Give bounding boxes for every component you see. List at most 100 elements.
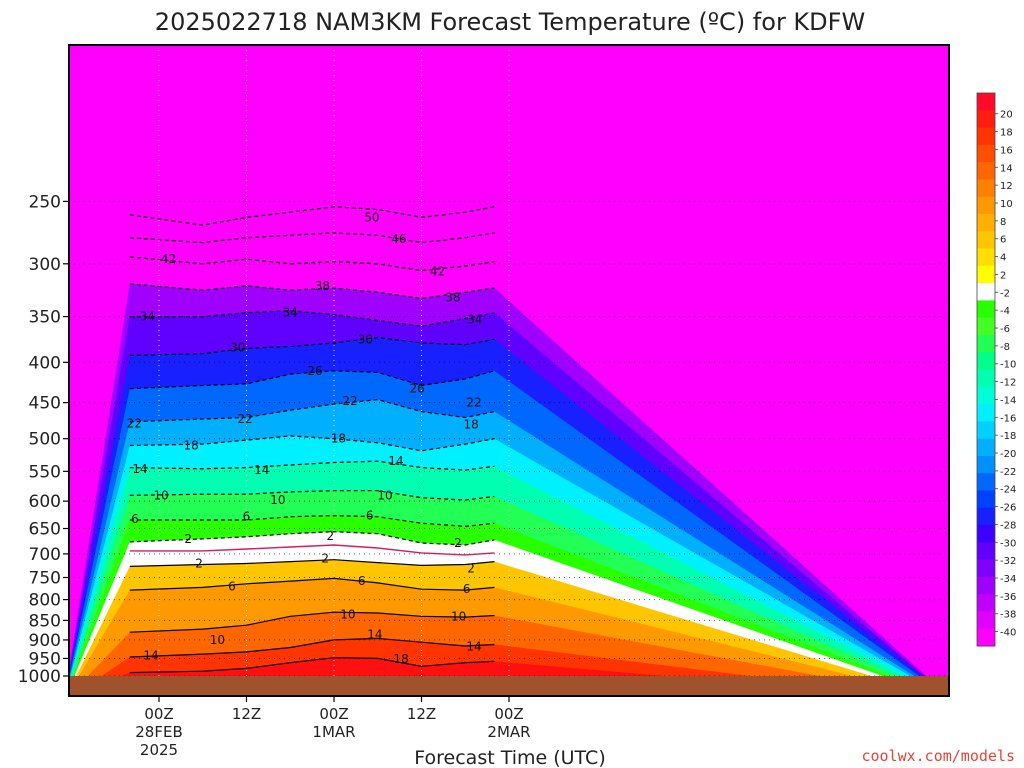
isotherm-line — [129, 490, 495, 501]
pressure-axis: 2503003504004505005506006507007508008509… — [18, 192, 69, 687]
colorbar-swatch — [977, 628, 995, 647]
y-tick-label: 850 — [29, 611, 61, 631]
isotherm-label: 34 — [467, 313, 482, 327]
isotherm-line — [129, 531, 495, 546]
isotherm-label: 10 — [340, 608, 355, 622]
y-tick-label: 800 — [29, 591, 61, 611]
colorbar-swatch — [977, 300, 995, 319]
y-tick-label: 750 — [29, 569, 61, 589]
colorbar-label: -32 — [1000, 556, 1016, 567]
colorbar-swatch — [977, 507, 995, 526]
colorbar-swatch — [977, 611, 995, 630]
temperature-bands — [69, 206, 949, 696]
colorbar-label: -12 — [1000, 378, 1016, 389]
isotherm-label: 26 — [307, 364, 322, 378]
isotherm-label: 2 — [327, 529, 335, 543]
colorbar-label: -2 — [1000, 288, 1010, 299]
colorbar-swatch — [977, 594, 995, 612]
colorbar-label: 2 — [1000, 270, 1006, 281]
x-tick-label: 12Z — [232, 705, 261, 723]
isotherm-label: 14 — [254, 463, 269, 477]
isotherm-label: 10 — [451, 609, 466, 623]
isotherm-label: 18 — [393, 652, 408, 666]
isotherm-label: 34 — [140, 310, 155, 324]
isotherm-label: 18 — [331, 432, 346, 446]
isotherm-line — [129, 283, 495, 300]
isotherm-label: 14 — [367, 628, 382, 642]
isotherm-label: 10 — [210, 633, 225, 647]
colorbar-label: -26 — [1000, 503, 1016, 514]
isotherm-label: 22 — [127, 416, 142, 430]
colorbar-swatch — [977, 352, 995, 370]
isotherm-label: 22 — [237, 412, 252, 426]
colorbar-label: -24 — [1000, 485, 1016, 496]
y-tick-label: 500 — [29, 430, 61, 450]
colorbar-swatch — [977, 455, 995, 474]
colorbar-label: 16 — [1000, 145, 1013, 156]
isotherm-line — [129, 206, 495, 226]
isotherm-label: 14 — [143, 649, 158, 663]
colorbar-label: -34 — [1000, 574, 1016, 585]
y-tick-label: 250 — [29, 192, 61, 212]
colorbar-swatch — [977, 283, 995, 301]
isotherm-label: 6 — [243, 510, 251, 524]
isotherm-label: 10 — [154, 488, 169, 502]
ground-below-surface — [69, 676, 949, 696]
colorbar-label: -4 — [1000, 306, 1010, 317]
isotherm-label: 2 — [195, 557, 203, 571]
isotherm-label: 38 — [445, 290, 460, 304]
colorbar-label: 4 — [1000, 253, 1006, 264]
colorbar: 20 18 16 14 12 10 8 6 4 2 -2 -4 -6 -8 -10 -12 -14 -16 -18 -… — [976, 92, 1016, 647]
colorbar-swatch — [977, 386, 995, 405]
isotherm-label: 2 — [454, 536, 462, 550]
colorbar-swatch — [977, 369, 995, 388]
x-tick-label: 2MAR — [487, 723, 530, 741]
colorbar-label: -22 — [1000, 467, 1016, 478]
colorbar-swatch — [977, 144, 995, 163]
colorbar-swatch — [977, 404, 995, 422]
isotherm-line — [129, 398, 495, 423]
colorbar-swatch — [977, 334, 995, 353]
colorbar-swatch — [977, 196, 995, 215]
isotherm-label: 6 — [131, 512, 139, 526]
chart-title: 2025022718 NAM3KM Forecast Temperature (… — [155, 8, 865, 36]
colorbar-swatch — [977, 179, 995, 198]
colorbar-label: -40 — [1000, 628, 1016, 639]
isotherm-line — [129, 657, 495, 674]
colorbar-swatch — [977, 162, 995, 180]
isotherm-label: 34 — [283, 306, 298, 320]
x-tick-label: 00Z — [494, 705, 523, 723]
isotherm-label: 6 — [358, 574, 366, 588]
isotherm-label: 6 — [366, 509, 374, 523]
y-tick-label: 950 — [29, 649, 61, 669]
isotherm-label: 42 — [430, 265, 445, 279]
colorbar-label: -14 — [1000, 395, 1016, 406]
colorbar-label: 20 — [1000, 110, 1013, 121]
x-tick-label: 2025 — [140, 741, 178, 759]
colorbar-swatch — [977, 576, 995, 595]
x-axis-label: Forecast Time (UTC) — [414, 747, 605, 768]
isotherm-label: 22 — [342, 394, 357, 408]
isotherm-lines — [129, 206, 495, 674]
x-tick-label: 12Z — [407, 705, 436, 723]
colorbar-swatch — [977, 93, 995, 111]
colorbar-label: -10 — [1000, 360, 1016, 371]
y-tick-label: 550 — [29, 462, 61, 482]
isotherm-line — [129, 460, 495, 471]
isotherm-line — [129, 256, 495, 272]
colorbar-swatch — [977, 490, 995, 509]
colorbar-swatch — [977, 473, 995, 491]
y-tick-label: 600 — [29, 492, 61, 512]
y-tick-label: 400 — [29, 353, 61, 373]
isotherm-line — [129, 577, 495, 591]
isotherm-label: 38 — [315, 279, 330, 293]
isotherm-label: 22 — [466, 396, 481, 410]
isotherm-label: 26 — [409, 382, 424, 396]
isotherm-label: 6 — [228, 580, 236, 594]
isotherm-line — [129, 544, 495, 556]
site-credit: coolwx.com/models — [861, 747, 1015, 765]
colorbar-label: 10 — [1000, 199, 1013, 210]
isotherm-label: 10 — [270, 493, 285, 507]
